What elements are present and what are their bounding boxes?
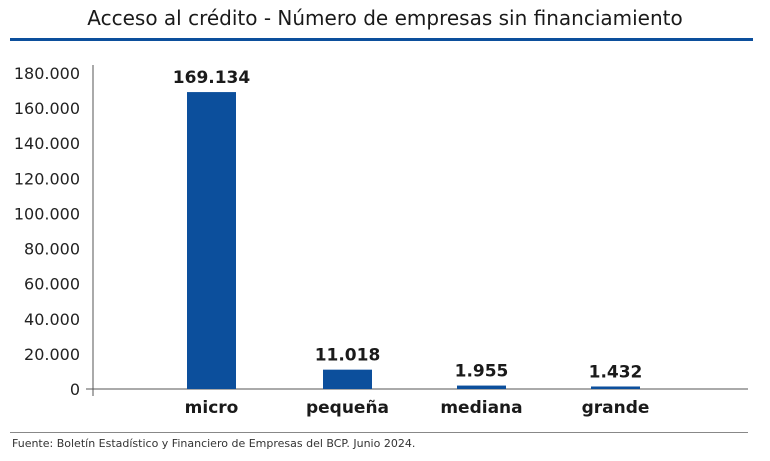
y-tick-label: 160.000	[14, 99, 80, 118]
y-tick-label: 120.000	[14, 169, 80, 188]
x-tick-label: micro	[185, 398, 239, 418]
bar-pequeña	[323, 369, 372, 389]
y-tick-label: 60.000	[24, 275, 80, 294]
y-tick-label: 20.000	[24, 345, 80, 364]
data-label: 169.134	[173, 68, 251, 88]
bar-mediana	[457, 385, 506, 389]
y-tick-label: 0	[70, 380, 80, 399]
bar-micro	[187, 92, 236, 389]
title-divider	[10, 38, 753, 41]
chart-title: Acceso al crédito - Número de empresas s…	[87, 6, 683, 30]
data-label: 1.432	[589, 362, 643, 382]
bar-grande	[591, 386, 640, 389]
y-tick-label: 100.000	[14, 204, 80, 223]
y-tick-label: 180.000	[14, 64, 80, 83]
source-note: Fuente: Boletín Estadístico y Financiero…	[12, 437, 416, 450]
y-tick-label: 40.000	[24, 310, 80, 329]
footer-divider	[10, 432, 748, 433]
data-label: 11.018	[315, 346, 381, 366]
x-tick-label: grande	[582, 398, 650, 418]
y-tick-label: 80.000	[24, 240, 80, 259]
y-tick-label: 140.000	[14, 134, 80, 153]
bar-chart: 0 20.000 40.000 60.000 80.000 100.000 120.000 1…	[14, 64, 748, 418]
data-label: 1.955	[455, 362, 509, 382]
x-tick-label: pequeña	[306, 398, 389, 418]
x-tick-label: mediana	[440, 398, 522, 418]
